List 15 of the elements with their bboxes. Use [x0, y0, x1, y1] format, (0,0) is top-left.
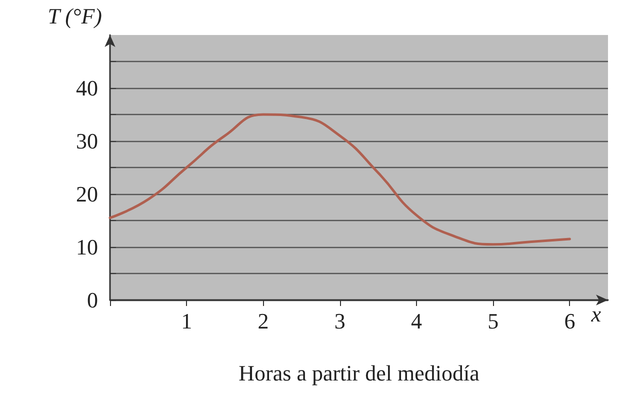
x-tick-label: 6 [564, 308, 576, 334]
x-tick-label: 4 [410, 308, 422, 334]
y-tick-label: 10 [76, 234, 98, 260]
line-series [108, 113, 571, 246]
y-tick-label: 0 [87, 288, 98, 312]
x-tick-label: 2 [258, 308, 269, 334]
x-tick-label: 3 [334, 308, 346, 334]
y-tick-label: 20 [76, 182, 98, 206]
y-axis-title: T (°F) [48, 4, 102, 28]
x-axis-title: Horas a partir del mediodía [238, 360, 480, 386]
text: x [590, 302, 602, 326]
x-tick-label: 5 [488, 308, 499, 334]
y-tick-label: 30 [76, 128, 98, 154]
y-tick-label: 40 [76, 76, 98, 100]
x-tick-label: 1 [181, 308, 192, 334]
